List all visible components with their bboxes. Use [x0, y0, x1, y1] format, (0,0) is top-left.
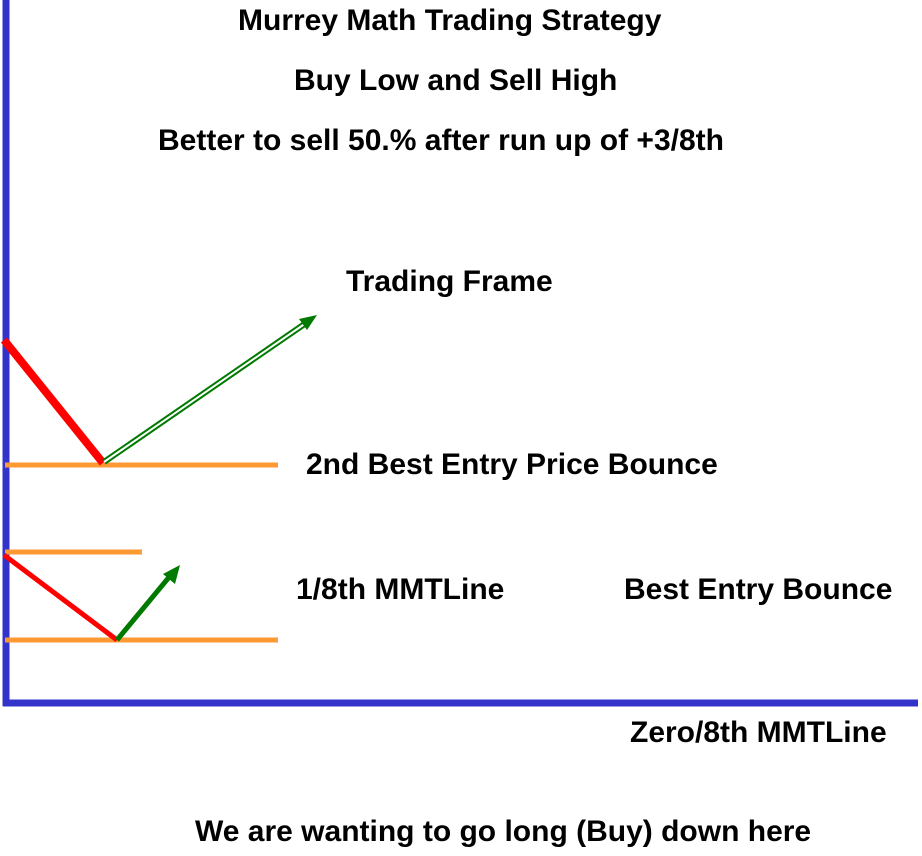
chart-title: Murrey Math Trading Strategy [238, 4, 662, 37]
zero-eighth-line-label: Zero/8th MMTLine [630, 716, 887, 749]
chart-subtitle-note: Better to sell 50.% after run up of +3/8… [158, 124, 724, 157]
one-eighth-line-label: 1/8th MMTLine [296, 573, 505, 606]
bottom-note: We are wanting to go long (Buy) down her… [195, 815, 812, 848]
lower-decline-line [2, 553, 119, 642]
best-entry-label: Best Entry Bounce [624, 573, 893, 606]
trading-frame-label: Trading Frame [346, 265, 553, 298]
best-entry-arrow [115, 565, 180, 642]
second-entry-label: 2nd Best Entry Price Bounce [306, 448, 718, 481]
chart-subtitle: Buy Low and Sell High [294, 64, 618, 97]
upper-decline-line [0, 337, 107, 466]
trading-frame-arrow [102, 315, 317, 465]
